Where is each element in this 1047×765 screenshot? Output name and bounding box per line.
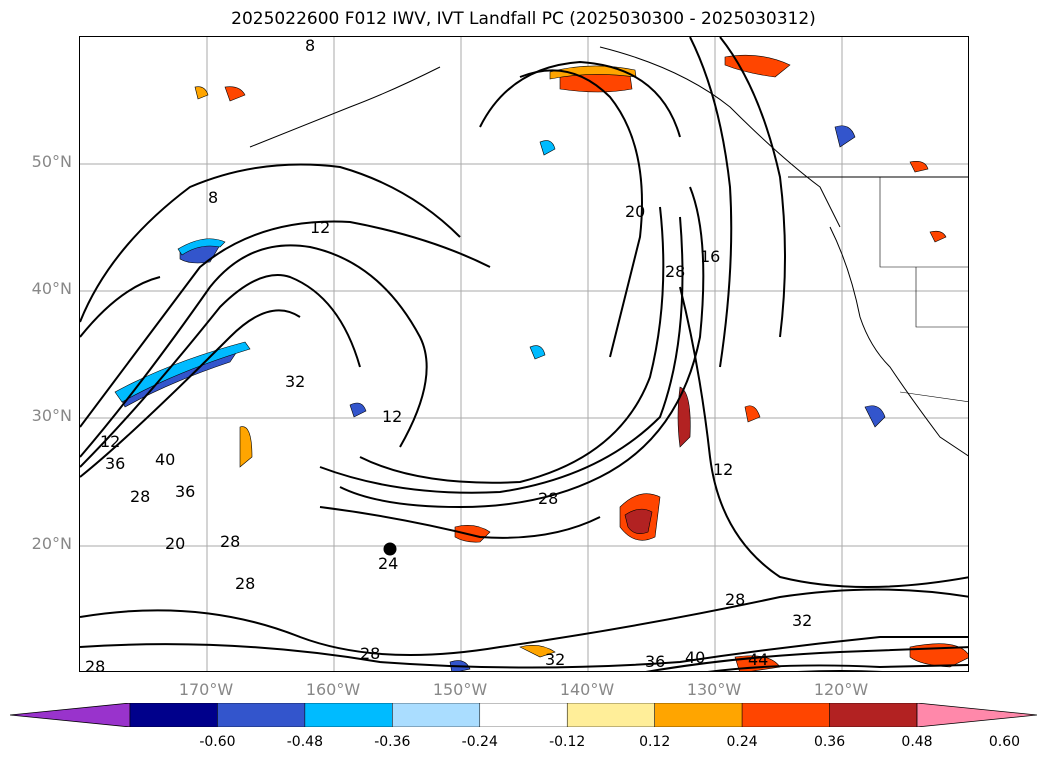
contour-40-southern bbox=[707, 664, 968, 671]
contour-20-arc bbox=[80, 274, 361, 468]
contour-label: 12 bbox=[382, 407, 402, 426]
colorbar-extend-low bbox=[10, 703, 131, 727]
contour-label: 8 bbox=[208, 188, 218, 207]
pc-fill-positive bbox=[194, 54, 968, 671]
contour-label: 28 bbox=[220, 532, 240, 551]
contour-32-ridge bbox=[319, 216, 684, 494]
contour-label: 36 bbox=[645, 652, 665, 671]
lon-label-140w: 140°W bbox=[559, 680, 615, 699]
contour-36-ridge bbox=[359, 206, 665, 484]
map-svg: 8 8 12 12 12 16 20 28 28 28 28 28 28 28 … bbox=[80, 37, 968, 672]
colorbar-segment bbox=[129, 703, 218, 727]
contour-label: 40 bbox=[155, 450, 175, 469]
coastlines bbox=[249, 46, 968, 556]
contour-label: 28 bbox=[665, 262, 685, 281]
colorbar-tick-label: 0.48 bbox=[901, 734, 933, 750]
contour-24 bbox=[80, 309, 301, 478]
contour-label: 16 bbox=[700, 247, 720, 266]
colorbar-segment bbox=[479, 703, 568, 727]
lon-label-150w: 150°W bbox=[432, 680, 488, 699]
map-panel: 8 8 12 12 12 16 20 28 28 28 28 28 28 28 … bbox=[79, 36, 969, 672]
lat-label-50n: 50°N bbox=[31, 152, 72, 171]
colorbar-segment bbox=[741, 703, 830, 727]
colorbar bbox=[10, 703, 1037, 727]
contour-20-east bbox=[689, 37, 733, 368]
colorbar-tick-label: 0.60 bbox=[988, 734, 1021, 750]
colorbar-segment bbox=[392, 703, 481, 727]
contour-label: 44 bbox=[748, 650, 768, 669]
contour-label: 12 bbox=[100, 432, 120, 451]
colorbar-segment bbox=[217, 703, 306, 727]
fill-central-band bbox=[677, 386, 691, 448]
contour-loop-outer bbox=[479, 60, 681, 138]
contour-28-south bbox=[319, 506, 601, 539]
contour-label: 28 bbox=[360, 644, 380, 663]
contour-16-arc bbox=[80, 244, 428, 458]
contour-16-east bbox=[719, 37, 786, 338]
contour-label: 12 bbox=[713, 460, 733, 479]
colorbar-tick-label: -0.24 bbox=[461, 734, 498, 750]
contour-label: 28 bbox=[538, 489, 558, 508]
ivt-contours bbox=[80, 37, 968, 671]
lon-label-130w: 130°W bbox=[686, 680, 742, 699]
contour-loop-north bbox=[519, 69, 643, 358]
contour-44-southern bbox=[797, 670, 883, 671]
contour-label: 36 bbox=[105, 454, 125, 473]
pc-fill-negative bbox=[114, 125, 886, 671]
contour-label: 8 bbox=[305, 37, 315, 55]
contour-west-edge bbox=[80, 276, 161, 338]
contour-labels: 8 8 12 12 12 16 20 28 28 28 28 28 28 28 … bbox=[85, 37, 812, 672]
colorbar-extend-high bbox=[916, 703, 1037, 727]
contour-label: 20 bbox=[625, 202, 645, 221]
contour-label: 28 bbox=[130, 487, 150, 506]
colorbar-tick-label: -0.60 bbox=[199, 734, 236, 750]
us-mexico-coast bbox=[829, 226, 968, 457]
contour-12-west bbox=[80, 220, 491, 428]
lon-label-120w: 120°W bbox=[813, 680, 869, 699]
contour-8-west bbox=[80, 163, 461, 323]
lat-label-30n: 30°N bbox=[31, 406, 72, 425]
contour-12-east bbox=[679, 286, 968, 588]
alaska-bc-coast bbox=[599, 46, 841, 228]
lon-label-170w: 170°W bbox=[178, 680, 234, 699]
contour-36-southern bbox=[645, 646, 968, 671]
contour-32-southern bbox=[80, 636, 968, 669]
contour-label: 28 bbox=[725, 590, 745, 609]
contour-label: 28 bbox=[235, 574, 255, 593]
contour-label: 24 bbox=[378, 554, 398, 573]
contour-label: 32 bbox=[545, 650, 565, 669]
colorbar-segment bbox=[829, 703, 918, 727]
contour-label: 20 bbox=[165, 534, 185, 553]
contour-28-ridge bbox=[339, 186, 705, 509]
lat-label-40n: 40°N bbox=[31, 279, 72, 298]
map-title: 2025022600 F012 IWV, IVT Landfall PC (20… bbox=[231, 9, 816, 29]
colorbar-tick-label: -0.36 bbox=[374, 734, 411, 750]
aleutian-chain bbox=[249, 66, 441, 148]
colorbar-segments bbox=[10, 703, 1037, 727]
colorbar-segment bbox=[654, 703, 743, 727]
hawaii-island bbox=[383, 542, 397, 556]
colorbar-segment bbox=[566, 703, 655, 727]
colorbar-tick-label: -0.48 bbox=[286, 734, 323, 750]
colorbar-tick-label: -0.12 bbox=[549, 734, 586, 750]
lon-label-160w: 160°W bbox=[305, 680, 361, 699]
colorbar-tick-label: 0.12 bbox=[639, 734, 671, 750]
contour-label: 32 bbox=[285, 372, 305, 391]
lat-label-20n: 20°N bbox=[31, 534, 72, 553]
colorbar-segment bbox=[304, 703, 393, 727]
colorbar-tick-label: 0.24 bbox=[726, 734, 758, 750]
contour-label: 40 bbox=[685, 648, 705, 667]
contour-28-southern bbox=[80, 588, 968, 656]
contour-label: 12 bbox=[310, 218, 330, 237]
contour-label: 28 bbox=[85, 657, 105, 672]
contour-label: 36 bbox=[175, 482, 195, 501]
colorbar-tick-label: 0.36 bbox=[813, 734, 846, 750]
contour-label: 32 bbox=[792, 611, 812, 630]
